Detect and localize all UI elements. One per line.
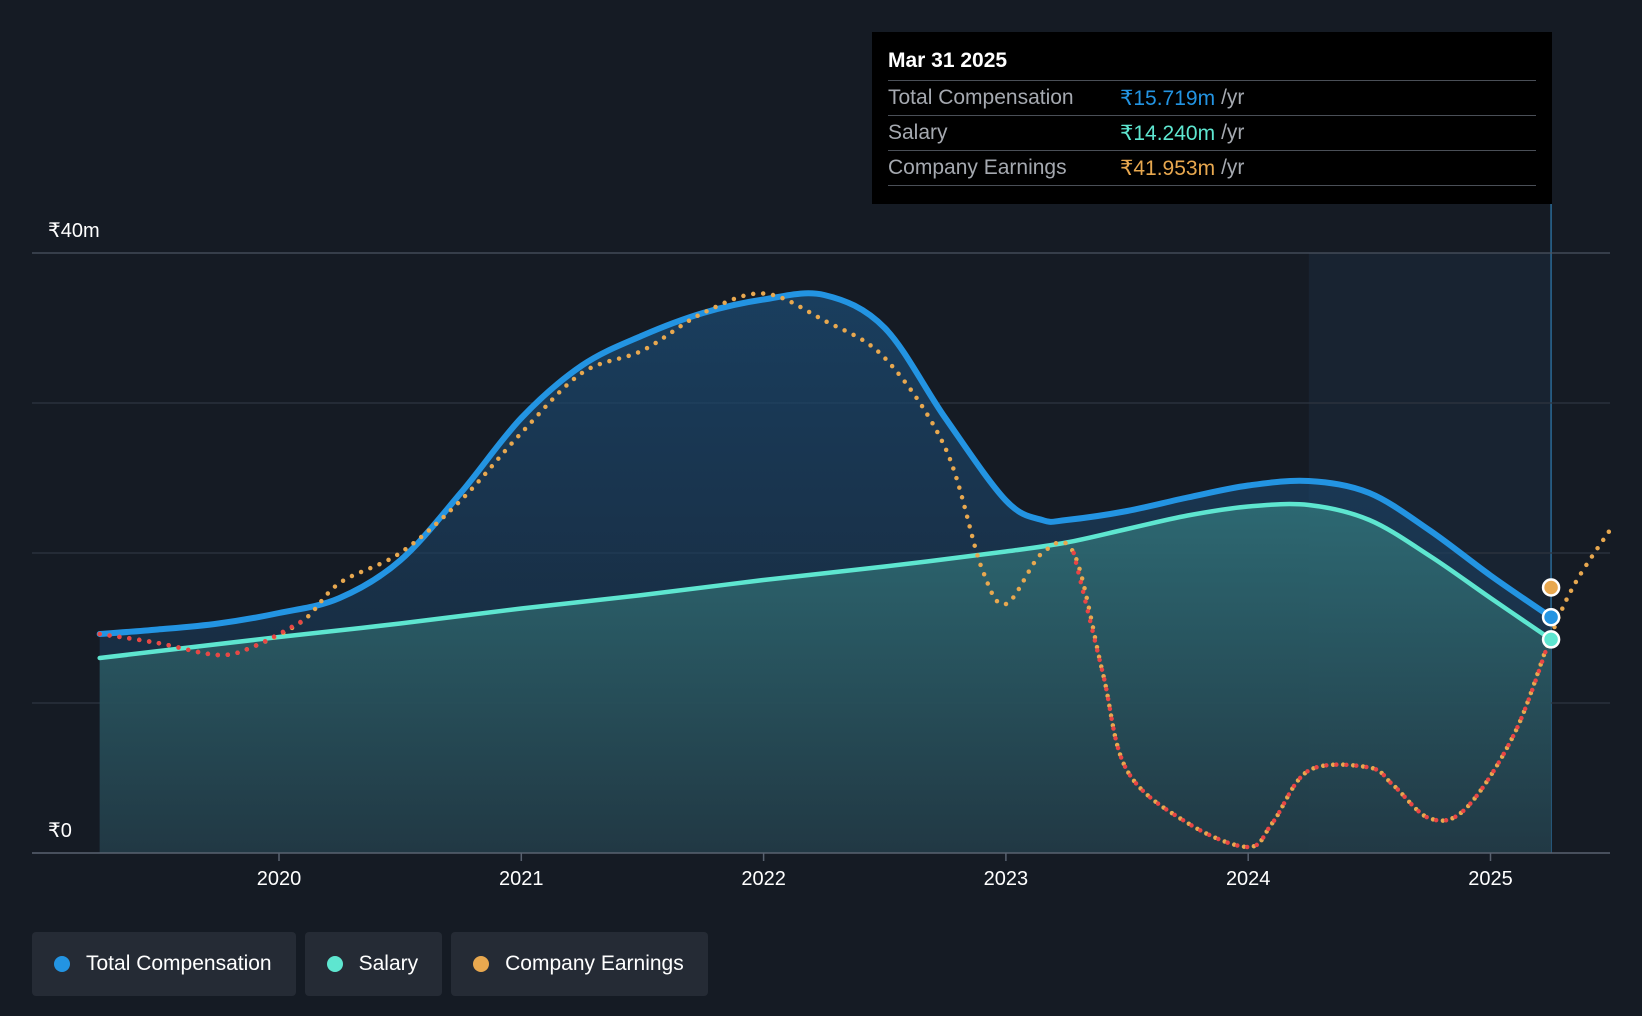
- series-marker: [1541, 607, 1561, 627]
- tooltip-value: ₹41.953m: [1120, 156, 1216, 180]
- x-tick-label: 2022: [741, 868, 786, 890]
- legend-item-salary[interactable]: Salary: [304, 932, 443, 996]
- tooltip-value: ₹14.240m: [1120, 121, 1216, 145]
- x-tick-label: 2024: [1226, 868, 1271, 890]
- tooltip: Mar 31 2025 Total Compensation ₹15.719m …: [872, 32, 1552, 204]
- series-marker: [1541, 630, 1561, 649]
- legend-item-company-earnings[interactable]: Company Earnings: [451, 932, 708, 996]
- tooltip-label: Company Earnings: [888, 156, 1067, 179]
- legend-label: Total Compensation: [86, 952, 272, 975]
- salary-area: [99, 504, 1552, 853]
- tooltip-unit: /yr: [1221, 156, 1245, 179]
- y-tick-label: ₹0: [48, 820, 72, 842]
- legend-label: Salary: [358, 952, 419, 975]
- tooltip-value: ₹15.719m: [1120, 86, 1216, 110]
- tooltip-date: Mar 31 2025: [888, 49, 1008, 72]
- y-tick-label: ₹40m: [48, 220, 100, 242]
- legend-dot-icon: [54, 956, 70, 972]
- tooltip-row-total-compensation: Total Compensation ₹15.719m /yr: [888, 80, 1536, 115]
- legend-dot-icon: [473, 956, 490, 972]
- legend-dot-icon: [326, 956, 343, 972]
- x-tick-label: 2025: [1468, 868, 1513, 890]
- tooltip-label: Total Compensation: [888, 86, 1074, 109]
- tooltip-unit: /yr: [1221, 121, 1245, 144]
- legend-label: Company Earnings: [505, 952, 684, 975]
- tooltip-row-salary: Salary ₹14.240m /yr: [888, 115, 1536, 150]
- company-earnings-decline-line: [1071, 550, 1554, 850]
- legend-item-total-compensation[interactable]: Total Compensation: [32, 932, 296, 996]
- legend: Total Compensation Salary Company Earnin…: [32, 932, 708, 996]
- salary-line: [97, 501, 1554, 661]
- company-earnings-decline-line: [97, 618, 306, 658]
- tooltip-label: Salary: [888, 121, 948, 144]
- x-tick-label: 2020: [257, 868, 302, 890]
- tooltip-row-company-earnings: Company Earnings ₹41.953m /yr: [888, 150, 1536, 186]
- series-marker: [1541, 578, 1561, 597]
- x-tick-label: 2023: [984, 868, 1029, 890]
- total-compensation-line: [96, 290, 1555, 637]
- x-tick-label: 2021: [499, 868, 544, 890]
- tooltip-unit: /yr: [1221, 86, 1245, 109]
